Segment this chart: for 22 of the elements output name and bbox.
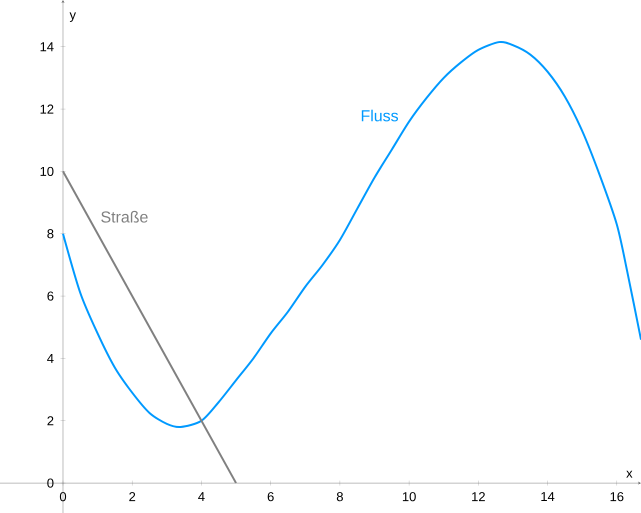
x-tick-label: 10 xyxy=(402,492,416,502)
x-tick-label: 12 xyxy=(472,492,485,502)
y-tick-label: 4 xyxy=(47,354,54,363)
series-label: Straße xyxy=(101,210,148,223)
x-tick-label: 2 xyxy=(129,492,136,502)
y-axis-title: y xyxy=(70,12,76,22)
y-tick-label: 6 xyxy=(47,291,54,301)
y-tick-label: 8 xyxy=(47,229,54,238)
series-label: Fluss xyxy=(362,110,398,122)
y-tick-label: 12 xyxy=(40,104,54,114)
y-tick-label: 14 xyxy=(40,42,54,52)
x-tick-label: 16 xyxy=(610,492,624,502)
line-series xyxy=(62,41,641,428)
y-tick-label: 10 xyxy=(40,166,54,176)
x-tick-label: 14 xyxy=(541,492,554,501)
x-axis-title: x xyxy=(626,470,632,478)
x-tick-label: 6 xyxy=(268,492,274,502)
y-tick-label: 0 xyxy=(47,478,54,488)
y-tick-label: 2 xyxy=(47,416,54,426)
x-tick-label: 8 xyxy=(336,492,343,502)
x-tick-label: 4 xyxy=(198,492,205,501)
x-tick-label: 0 xyxy=(60,492,66,502)
